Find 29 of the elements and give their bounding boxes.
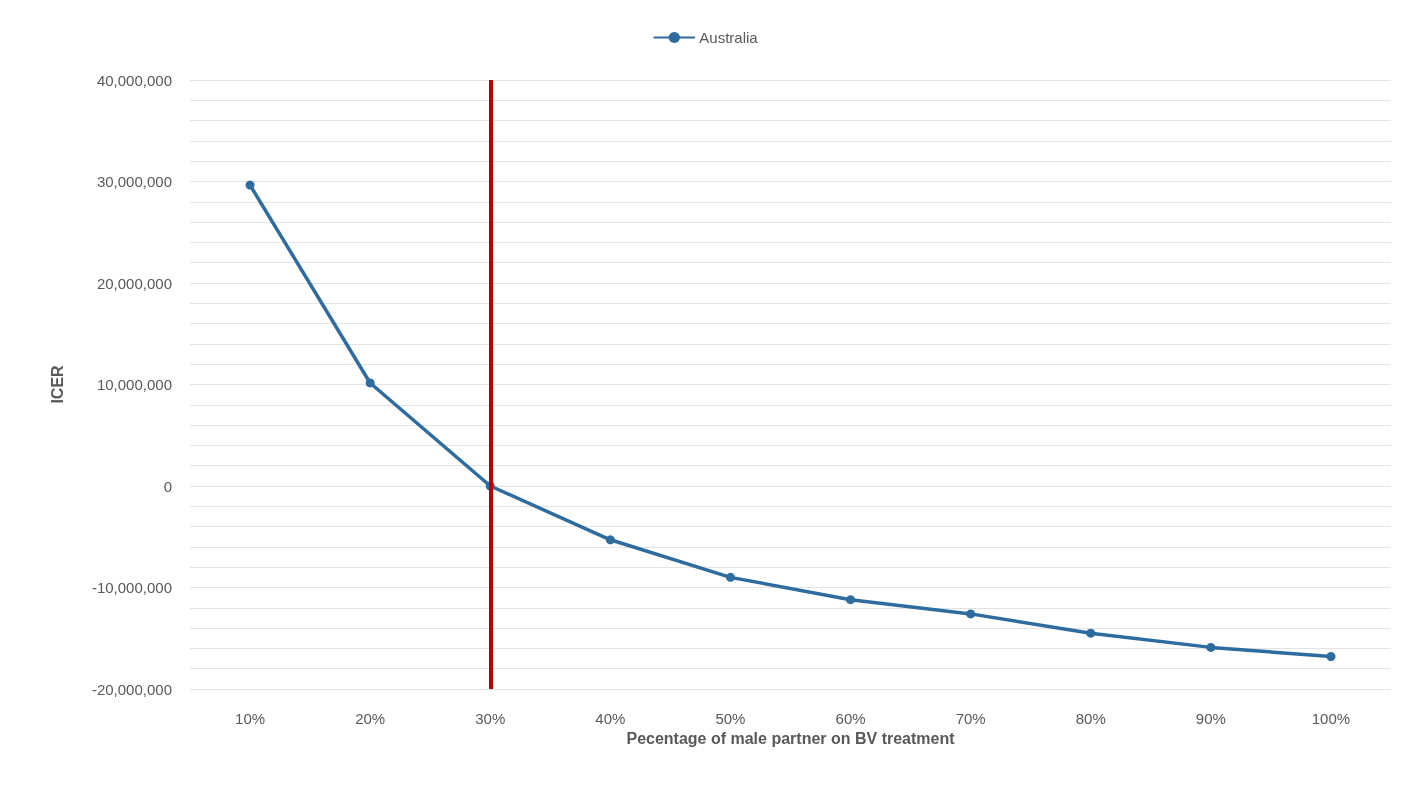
point: [846, 595, 856, 605]
legend-label: Australia: [699, 29, 759, 46]
y-tick-label: 20,000,000: [96, 274, 172, 292]
y-tick-label: 40,000,000: [96, 71, 172, 89]
y-tick-label: -10,000,000: [91, 579, 172, 596]
point: [1086, 628, 1096, 638]
point: [365, 378, 375, 388]
point: [725, 572, 735, 582]
point: [1326, 652, 1336, 662]
point: [245, 180, 255, 190]
x-tick-label: 80%: [1075, 710, 1106, 727]
x-tick-label: 50%: [715, 710, 746, 727]
x-tick-label: 70%: [955, 710, 986, 727]
y-tick-label: 0: [163, 477, 172, 495]
point: [1206, 642, 1216, 652]
x-tick-label: 60%: [835, 710, 866, 727]
x-tick-label: 20%: [355, 710, 386, 727]
x-tick-label: 40%: [595, 710, 626, 727]
y-tick-label: -20,000,000: [91, 680, 172, 698]
y-tick-label: 30,000,000: [96, 173, 172, 190]
point: [605, 535, 615, 545]
x-tick-label: 90%: [1195, 710, 1226, 727]
x-tick-label: 100%: [1311, 710, 1351, 727]
y-tick-label: 10,000,000: [96, 376, 172, 393]
y-axis-title: ICER: [48, 364, 66, 404]
x-tick-label: 10%: [235, 710, 266, 727]
point: [966, 609, 976, 619]
x-tick-label: 30%: [475, 710, 506, 727]
x-axis-title: Pecentage of male partner on BV treatment: [626, 730, 956, 748]
